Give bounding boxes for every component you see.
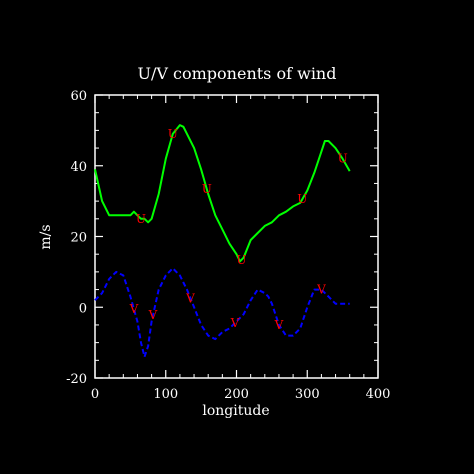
series-label-v: V bbox=[316, 283, 326, 297]
x-tick-label: 300 bbox=[295, 387, 320, 402]
y-tick-label: 0 bbox=[79, 301, 87, 316]
series-label-u: U bbox=[297, 192, 307, 206]
series-label-u: U bbox=[338, 152, 348, 166]
x-tick-label: 100 bbox=[153, 387, 178, 402]
x-tick-label: 200 bbox=[224, 387, 249, 402]
series-label-v: V bbox=[274, 318, 284, 332]
y-tick-label: 20 bbox=[70, 231, 87, 246]
y-tick-label: 60 bbox=[70, 89, 87, 104]
plot-frame bbox=[94, 94, 379, 379]
series-line-v bbox=[94, 267, 350, 358]
series-label-v: V bbox=[185, 291, 195, 305]
series-label-u: U bbox=[136, 212, 146, 226]
axis-ticks: 0 100 200 300 400 -20 0 20 40 60 bbox=[66, 89, 390, 402]
y-tick-label: 40 bbox=[70, 160, 87, 175]
series-label-u: U bbox=[168, 127, 178, 141]
x-tick-label: 400 bbox=[366, 387, 391, 402]
x-axis-label: longitude bbox=[202, 403, 269, 419]
series-label-u: U bbox=[202, 182, 212, 196]
series-label-v: V bbox=[129, 302, 139, 316]
series-line-u bbox=[94, 124, 351, 263]
chart-title: U/V components of wind bbox=[138, 64, 337, 83]
y-axis-label: m/s bbox=[38, 224, 54, 249]
series-label-u: U bbox=[236, 253, 246, 267]
series-label-v: V bbox=[230, 316, 240, 330]
series-label-v: V bbox=[148, 308, 158, 322]
y-tick-label: -20 bbox=[66, 372, 87, 387]
x-tick-label: 0 bbox=[91, 387, 99, 402]
